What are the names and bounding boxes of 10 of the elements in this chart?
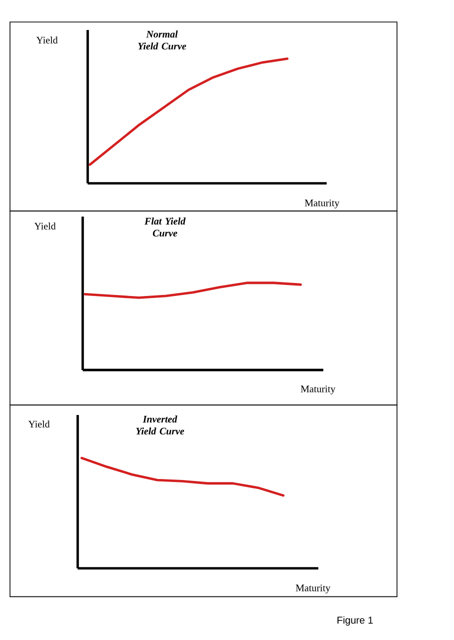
y-axis-title: Yield: [34, 222, 56, 230]
chart-title: Inverted Yield Curve: [136, 416, 184, 435]
chart-title: Normal Yield Curve: [138, 30, 186, 50]
x-axis-title: Maturity: [304, 200, 340, 208]
chart-title: Flat Yield Curve: [144, 218, 186, 237]
y-axis-title: Yield: [36, 36, 58, 44]
x-axis-title: Maturity: [300, 386, 336, 394]
caption: Figure 1: [338, 616, 373, 626]
y-axis-title: Yield: [28, 420, 50, 428]
x-axis-title: Maturity: [296, 584, 330, 594]
